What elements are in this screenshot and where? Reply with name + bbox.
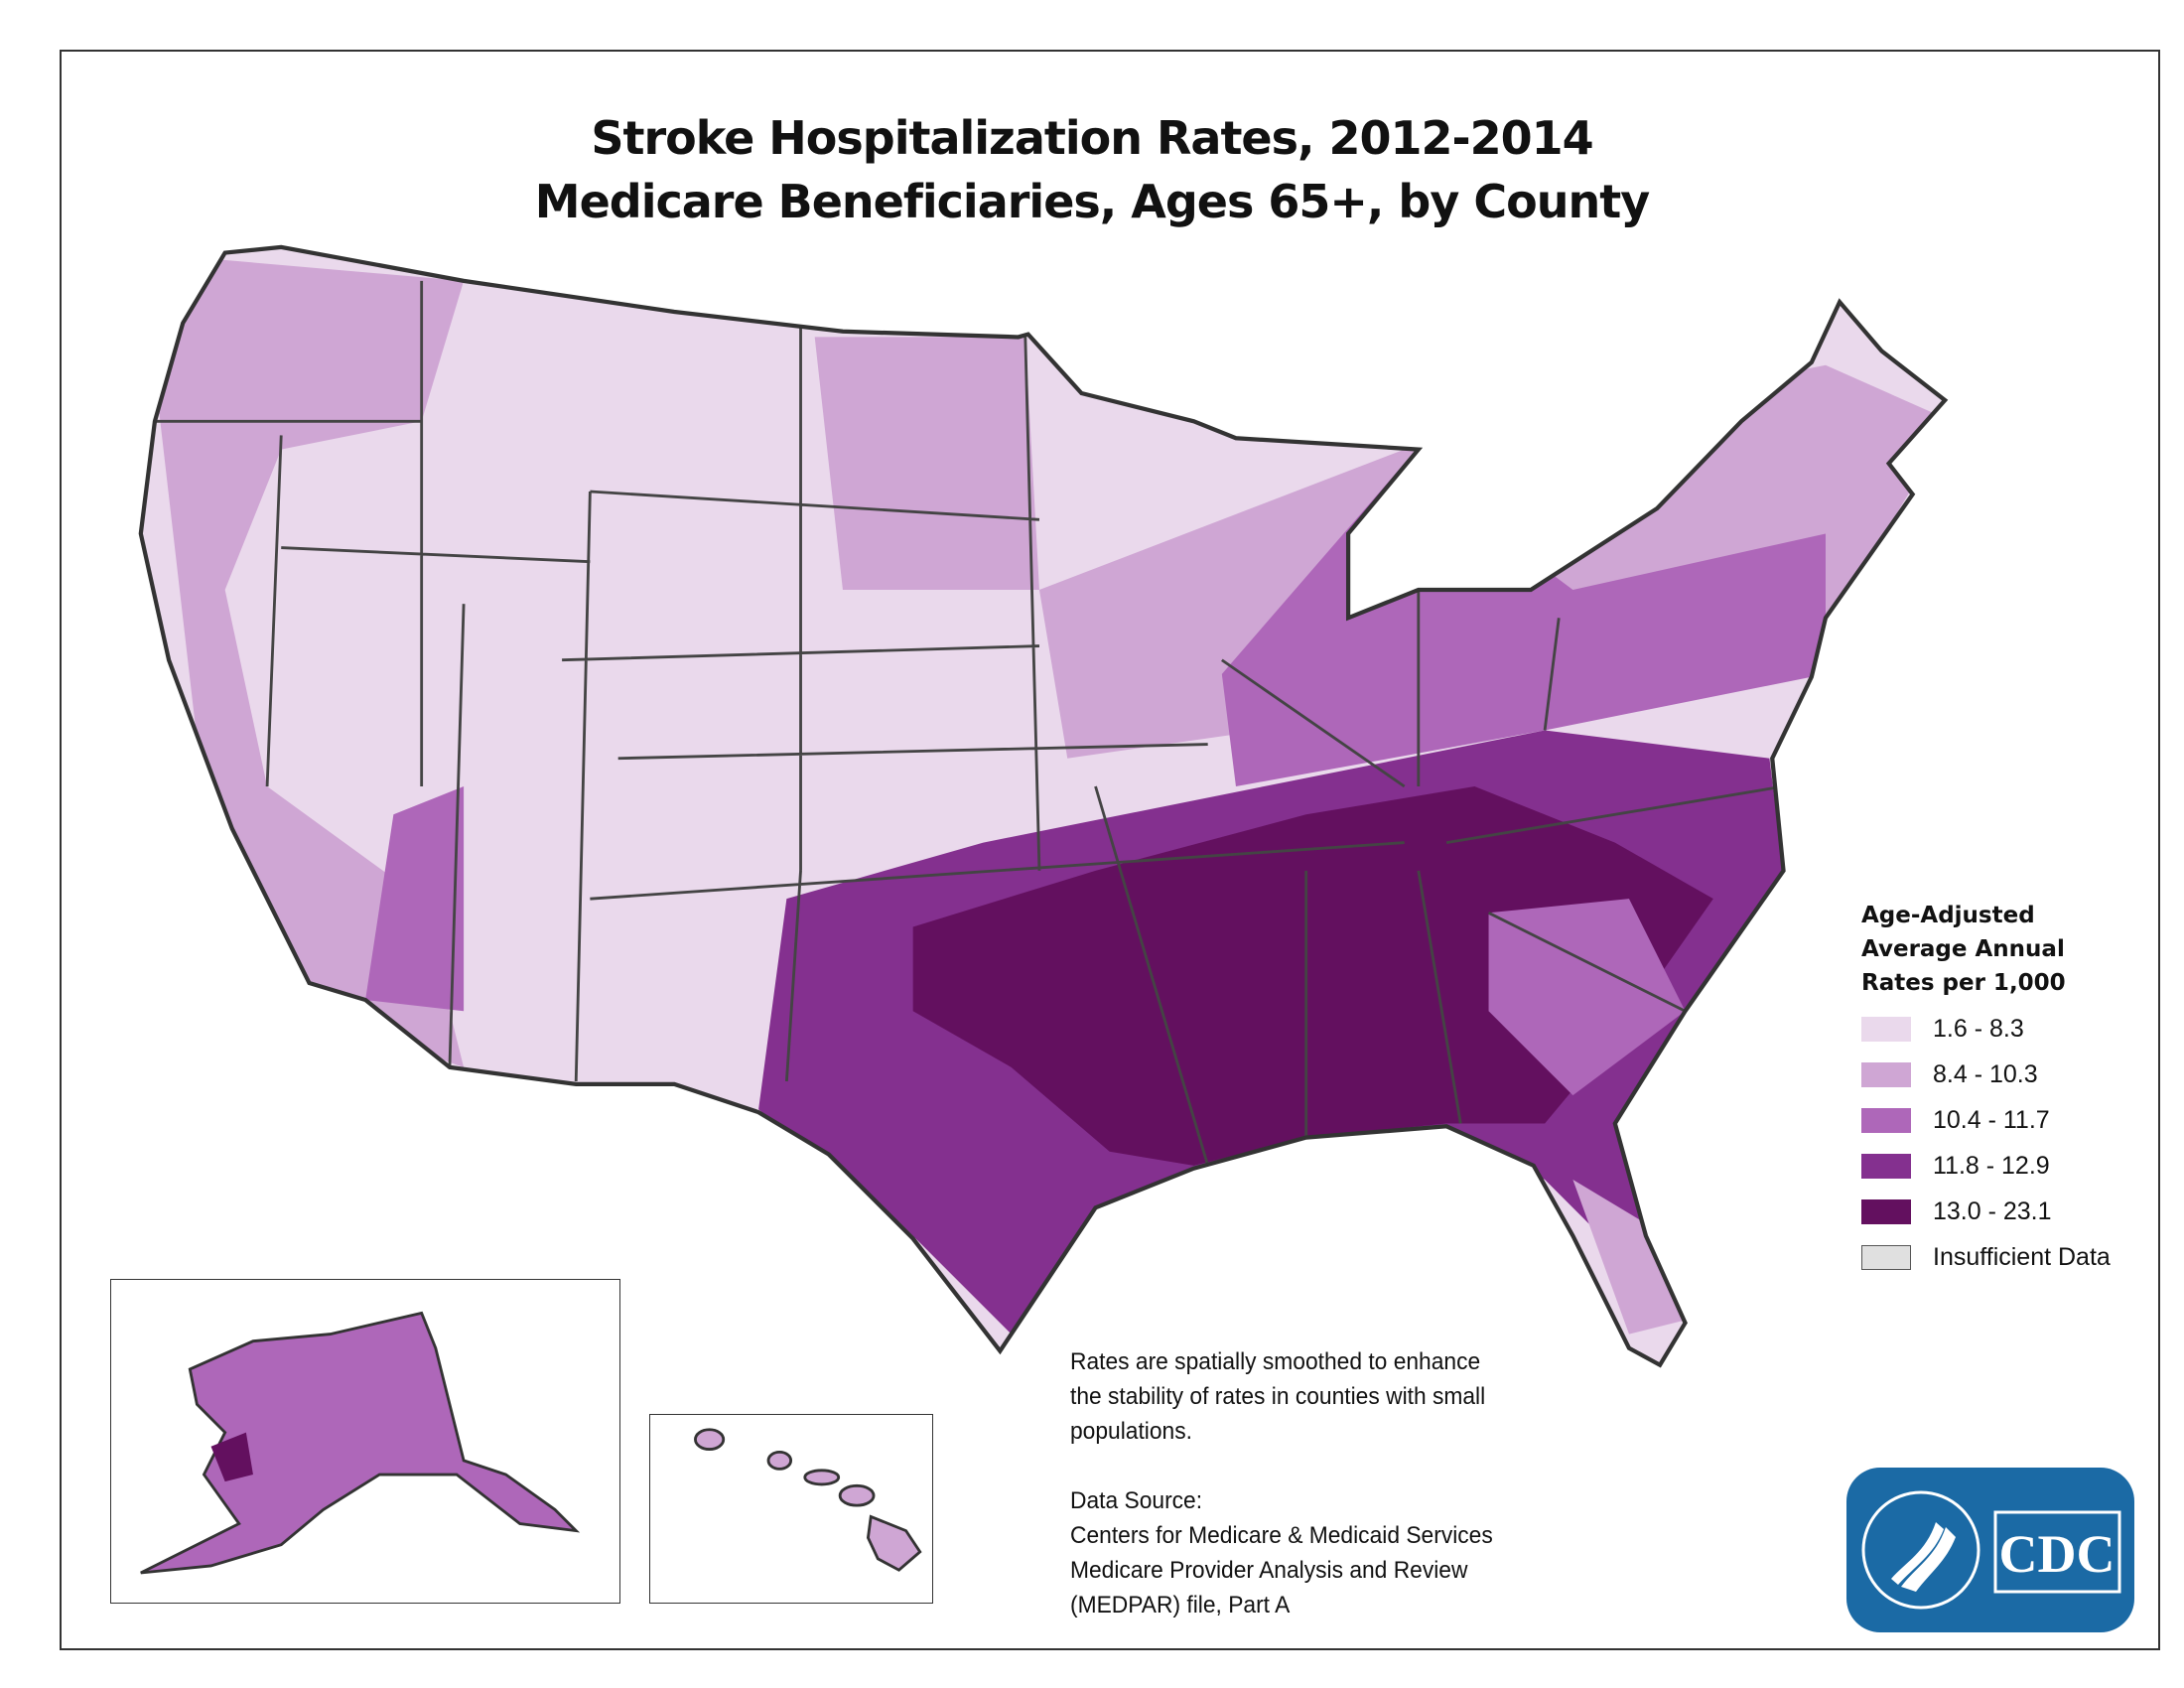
alaska-inset xyxy=(110,1279,620,1604)
data-source-label: Data Source: xyxy=(1070,1487,1203,1514)
note-line: populations. xyxy=(1070,1418,1192,1445)
legend-label: 11.8 - 12.9 xyxy=(1933,1151,2050,1180)
hawaii-inset xyxy=(649,1414,933,1604)
cdc-logo-text: CDC xyxy=(1999,1524,2116,1584)
hhs-eagle-icon: CDC xyxy=(1861,1490,2121,1610)
alaska-shape xyxy=(140,1311,581,1575)
hawaii-islands xyxy=(694,1428,922,1572)
legend-swatch xyxy=(1861,1244,1911,1270)
legend-swatch xyxy=(1861,1016,1911,1042)
region-arizona xyxy=(365,786,465,1012)
legend-label: 13.0 - 23.1 xyxy=(1933,1196,2052,1225)
legend-item: 10.4 - 11.7 xyxy=(1861,1097,2111,1143)
legend: Age-Adjusted Average Annual Rates per 1,… xyxy=(1861,899,2111,1280)
map-subtitle: Medicare Beneficiaries, Ages 65+, by Cou… xyxy=(534,175,1650,228)
cdc-hhs-logo: CDC xyxy=(1846,1468,2134,1632)
map-frame xyxy=(60,50,2160,1650)
legend-swatch xyxy=(1861,1107,1911,1133)
alaska-high-rate-area xyxy=(210,1432,253,1482)
legend-item: 11.8 - 12.9 xyxy=(1861,1143,2111,1189)
legend-title-line: Average Annual xyxy=(1861,936,2065,962)
region-dakotas xyxy=(814,337,1039,591)
legend-label: 10.4 - 11.7 xyxy=(1933,1105,2050,1134)
map-title: Stroke Hospitalization Rates, 2012-2014 xyxy=(591,111,1593,165)
region-stroke-belt xyxy=(912,786,1713,1166)
state-borders xyxy=(154,280,1784,1167)
note-line: Rates are spatially smoothed to enhance xyxy=(1070,1348,1481,1375)
legend-title-line: Rates per 1,000 xyxy=(1861,970,2066,996)
legend-swatch xyxy=(1861,1061,1911,1087)
legend-swatch xyxy=(1861,1153,1911,1179)
legend-item: 1.6 - 8.3 xyxy=(1861,1006,2111,1052)
region-florida xyxy=(1572,1180,1686,1335)
legend-item: 13.0 - 23.1 xyxy=(1861,1189,2111,1234)
legend-item: Insufficient Data xyxy=(1861,1234,2111,1280)
note-line: the stability of rates in counties with … xyxy=(1070,1383,1486,1410)
legend-title-line: Age-Adjusted xyxy=(1861,903,2035,928)
legend-label: Insufficient Data xyxy=(1933,1242,2111,1271)
legend-title: Age-Adjusted Average Annual Rates per 1,… xyxy=(1861,899,2111,1000)
region-georgia-upstate xyxy=(1488,899,1686,1096)
legend-label: 8.4 - 10.3 xyxy=(1933,1059,2038,1088)
legend-item: 8.4 - 10.3 xyxy=(1861,1052,2111,1097)
data-source-line: Medicare Provider Analysis and Review xyxy=(1070,1557,1468,1584)
data-source-line: (MEDPAR) file, Part A xyxy=(1070,1592,1291,1618)
notes: Rates are spatially smoothed to enhance … xyxy=(1070,1344,1493,1622)
legend-swatch xyxy=(1861,1198,1911,1224)
data-source-line: Centers for Medicare & Medicaid Services xyxy=(1070,1522,1493,1549)
legend-label: 1.6 - 8.3 xyxy=(1933,1014,2024,1043)
